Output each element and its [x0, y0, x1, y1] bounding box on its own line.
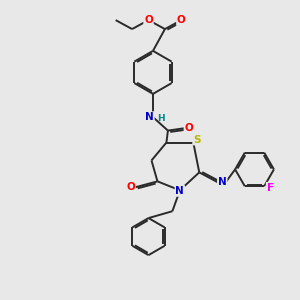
Text: O: O: [144, 15, 153, 25]
Text: N: N: [145, 112, 154, 122]
Text: F: F: [267, 183, 274, 193]
Text: O: O: [184, 123, 193, 133]
Text: N: N: [218, 177, 226, 187]
Text: S: S: [193, 134, 201, 145]
Text: N: N: [176, 186, 184, 196]
Text: O: O: [177, 15, 186, 25]
Text: H: H: [158, 113, 165, 122]
Text: O: O: [126, 182, 135, 192]
